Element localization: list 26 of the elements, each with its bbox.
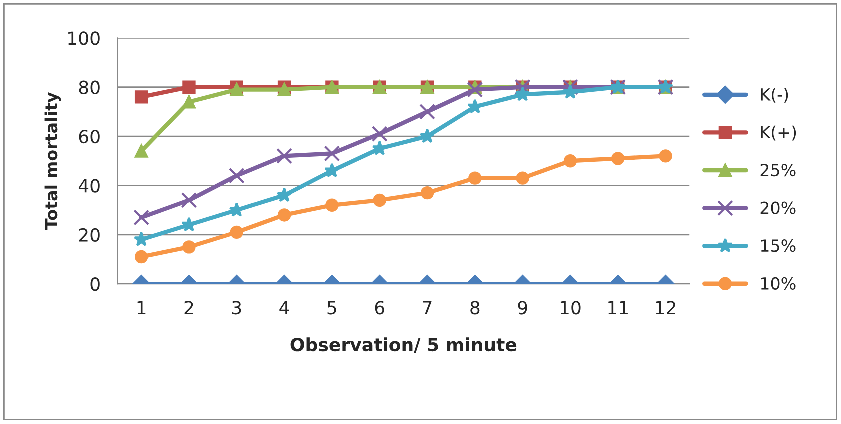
y-tick-label: 100 <box>68 32 100 46</box>
x-tick-label: 11 <box>608 301 628 314</box>
x-tick-label: 8 <box>470 301 480 315</box>
y-tick-label: 60 <box>79 130 100 144</box>
x-tick-label: 4 <box>280 301 290 314</box>
x-tick-label: 7 <box>423 301 432 314</box>
y-axis-title: Total mortality <box>44 92 62 230</box>
legend-label: 10% <box>761 277 796 290</box>
y-tick-label: 20 <box>79 228 100 242</box>
y-tick-label: 40 <box>78 179 100 193</box>
x-tick-label: 3 <box>232 301 242 315</box>
legend-label: 20% <box>760 202 796 214</box>
x-axis-title: Observation/ 5 minute <box>290 338 517 354</box>
x-tick-label: 6 <box>375 301 384 315</box>
x-tick-label: 2 <box>184 301 194 314</box>
x-tick-label: 5 <box>328 301 336 315</box>
legend-label: K(+) <box>761 126 796 141</box>
x-tick-label: 1 <box>138 301 146 314</box>
legend-label: 15% <box>761 240 796 252</box>
x-tick-label: 12 <box>656 301 676 314</box>
legend-label: 25% <box>760 164 796 177</box>
x-tick-label: 9 <box>518 301 528 315</box>
y-tick-label: 0 <box>90 278 100 292</box>
legend-label: K(-) <box>761 88 788 103</box>
x-tick-label: 10 <box>560 301 581 315</box>
y-tick-label: 80 <box>79 80 100 94</box>
